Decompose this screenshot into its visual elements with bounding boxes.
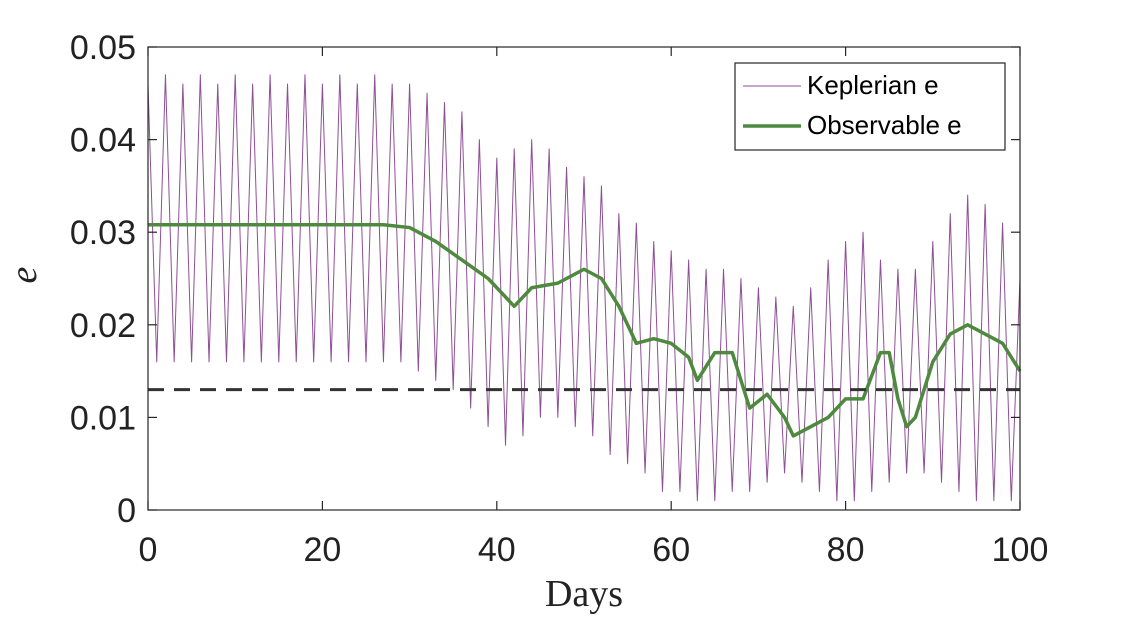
x-tick-label: 60 xyxy=(652,531,690,569)
data-line xyxy=(147,74,1021,502)
x-tick-label: 0 xyxy=(139,531,158,569)
legend: Keplerian e Observable e xyxy=(734,62,1006,151)
y-tick-label: 0.05 xyxy=(70,29,136,67)
axes-box xyxy=(147,46,1021,511)
y-tick-label: 0.03 xyxy=(70,214,136,252)
y-tick-label: 0.04 xyxy=(70,122,136,160)
x-tick-label: 100 xyxy=(992,531,1049,569)
x-axis-label: Days xyxy=(545,573,623,615)
legend-label: Observable e xyxy=(807,110,962,140)
y-axis-label: e xyxy=(3,266,45,283)
y-tick-label: 0.02 xyxy=(70,307,136,345)
legend-box xyxy=(734,62,1006,151)
x-tick-label: 20 xyxy=(303,531,341,569)
data-line xyxy=(148,223,1022,438)
y-tick-label: 0.01 xyxy=(70,399,136,437)
y-tick-label: 0 xyxy=(117,492,136,530)
x-tick-label: 80 xyxy=(827,531,865,569)
x-tick-label: 40 xyxy=(478,531,516,569)
legend-label: Keplerian e xyxy=(807,70,939,100)
